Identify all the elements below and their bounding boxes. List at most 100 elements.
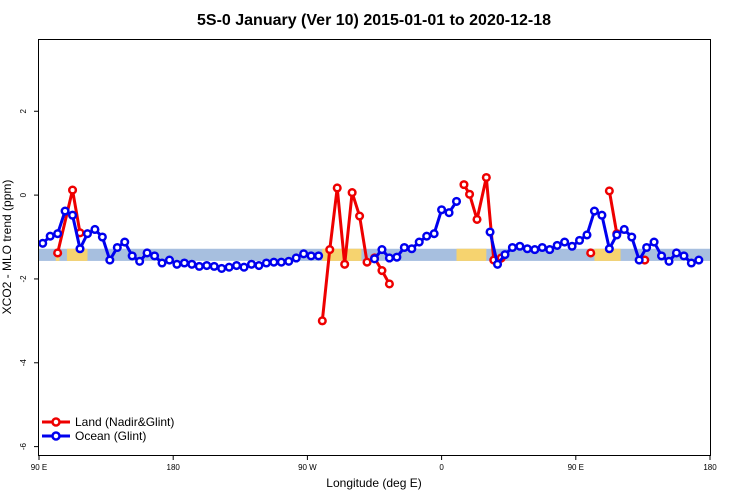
y-tick-label: -6: [19, 443, 28, 451]
data-point-ocean-glint: [694, 255, 704, 265]
x-tick-label: 90 E: [31, 463, 47, 472]
data-point-land-nadir-glint: [325, 245, 335, 255]
data-point-ocean-glint: [500, 250, 510, 260]
data-point-ocean-glint: [574, 235, 585, 245]
data-point-ocean-glint: [377, 245, 387, 255]
x-axis-label: Longitude (deg E): [326, 476, 421, 490]
data-point-ocean-glint: [299, 249, 309, 259]
data-point-ocean-glint: [656, 251, 667, 261]
data-point-ocean-glint: [582, 230, 592, 240]
data-point-ocean-glint: [112, 242, 122, 253]
data-point-ocean-glint: [172, 259, 182, 269]
data-point-ocean-glint: [142, 248, 152, 258]
data-point-ocean-glint: [75, 244, 85, 254]
data-point-ocean-glint: [407, 244, 417, 254]
data-point-land-nadir-glint: [340, 259, 350, 269]
data-point-land-nadir-glint: [459, 180, 469, 190]
data-point-ocean-glint: [567, 241, 577, 251]
data-point-ocean-glint: [451, 196, 462, 206]
data-point-ocean-glint: [485, 227, 495, 237]
data-point-ocean-glint: [392, 252, 402, 262]
legend-marker-ocean-glint: [51, 431, 61, 441]
data-point-ocean-glint: [560, 237, 570, 247]
data-point-ocean-glint: [444, 208, 454, 218]
data-point-ocean-glint: [60, 206, 70, 216]
y-tick-label: -2: [19, 275, 28, 283]
data-point-land-nadir-glint: [53, 248, 63, 258]
data-point-ocean-glint: [671, 248, 682, 258]
data-point-ocean-glint: [649, 237, 659, 247]
data-point-land-nadir-glint: [332, 183, 342, 193]
land-band-segment: [594, 248, 621, 261]
legend-label-land-nadir-glint: Land (Nadir&Glint): [75, 415, 174, 429]
data-point-ocean-glint: [384, 253, 394, 263]
data-point-ocean-glint: [291, 253, 301, 263]
x-tick-label: 0: [439, 463, 444, 472]
chart-title: 5S-0 January (Ver 10) 2015-01-01 to 2020…: [197, 12, 551, 29]
data-point-land-nadir-glint: [317, 316, 327, 326]
series-line-land-nadir-glint: [607, 190, 619, 234]
data-point-ocean-glint: [515, 241, 525, 251]
plot-frame: [38, 39, 711, 456]
data-point-ocean-glint: [414, 237, 424, 247]
legend: Land (Nadir&Glint)Ocean (Glint): [42, 415, 174, 443]
data-point-ocean-glint: [97, 232, 107, 242]
data-point-ocean-glint: [314, 251, 324, 261]
data-point-ocean-glint: [254, 260, 264, 271]
x-tick-label: 180: [167, 463, 181, 472]
data-point-ocean-glint: [120, 237, 130, 247]
data-point-ocean-glint: [194, 261, 204, 271]
data-point-land-nadir-glint: [604, 186, 614, 196]
data-point-ocean-glint: [399, 242, 409, 253]
data-point-land-nadir-glint: [377, 266, 387, 276]
data-point-ocean-glint: [209, 261, 219, 271]
data-point-ocean-glint: [127, 251, 137, 261]
data-point-ocean-glint: [224, 262, 234, 272]
data-point-ocean-glint: [537, 242, 547, 253]
data-point-ocean-glint: [105, 255, 115, 265]
data-point-ocean-glint: [429, 229, 439, 239]
data-point-ocean-glint: [68, 210, 78, 220]
data-point-land-nadir-glint: [355, 211, 365, 221]
data-point-ocean-glint: [627, 232, 637, 242]
data-point-ocean-glint: [157, 258, 167, 268]
land-band-segment: [456, 248, 487, 261]
data-point-ocean-glint: [38, 238, 48, 248]
y-axis: -6 -4 -2 0 2: [19, 108, 39, 450]
data-point-ocean-glint: [604, 244, 614, 254]
data-point-ocean-glint: [82, 229, 93, 239]
data-point-ocean-glint: [90, 224, 100, 235]
series-land-nadir-glint: [53, 172, 650, 326]
data-point-ocean-glint: [642, 242, 652, 253]
data-point-land-nadir-glint: [586, 248, 596, 258]
data-point-land-nadir-glint: [347, 188, 357, 198]
data-point-ocean-glint: [634, 255, 644, 265]
data-point-ocean-glint: [664, 256, 674, 266]
data-point-ocean-glint: [552, 240, 562, 250]
data-point-ocean-glint: [597, 210, 607, 220]
data-point-ocean-glint: [437, 205, 447, 215]
series-ocean-glint: [38, 196, 704, 274]
data-point-land-nadir-glint: [465, 189, 475, 199]
data-point-ocean-glint: [276, 257, 286, 267]
data-point-ocean-glint: [679, 251, 689, 261]
data-point-ocean-glint: [202, 260, 212, 271]
data-point-ocean-glint: [492, 259, 503, 269]
data-point-land-nadir-glint: [481, 172, 491, 183]
y-tick-label: -4: [19, 359, 28, 367]
data-point-land-nadir-glint: [68, 185, 78, 195]
y-tick-label: 2: [19, 108, 28, 113]
x-tick-label: 90 E: [568, 463, 584, 472]
data-point-ocean-glint: [239, 262, 249, 272]
data-point-ocean-glint: [150, 251, 160, 261]
data-point-ocean-glint: [53, 229, 63, 239]
legend-label-ocean-glint: Ocean (Glint): [75, 429, 146, 443]
data-point-ocean-glint: [422, 231, 432, 241]
data-point-ocean-glint: [164, 255, 175, 265]
data-point-ocean-glint: [507, 242, 517, 253]
x-tick-label: 90 W: [298, 463, 317, 472]
data-point-ocean-glint: [612, 230, 622, 240]
data-point-ocean-glint: [369, 254, 380, 264]
x-tick-label: 180: [703, 463, 717, 472]
